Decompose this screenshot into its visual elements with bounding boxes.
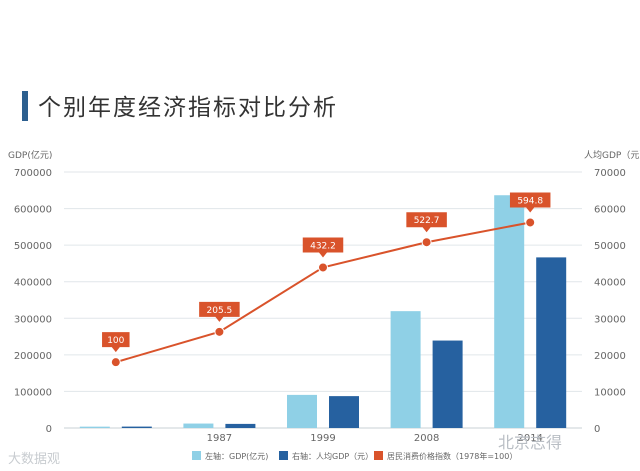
cpi-point	[214, 326, 225, 337]
bar-gdp	[390, 311, 421, 428]
cpi-data-label: 100	[107, 336, 124, 346]
left-axis-title: GDP(亿元)	[8, 149, 52, 161]
bar-gdp-per-capita	[329, 396, 359, 428]
bar-gdp-per-capita	[225, 423, 256, 428]
cpi-data-label: 594.8	[517, 196, 543, 206]
left-axis-tick-label: 400000	[14, 278, 52, 289]
cpi-point	[110, 357, 121, 368]
chart-title: 个别年度经济指标对比分析	[38, 95, 338, 121]
legend-label: 左轴：GDP(亿元)	[205, 451, 268, 461]
right-axis-tick-label: 40000	[594, 278, 626, 289]
cpi-data-label: 522.7	[414, 216, 440, 226]
legend-swatch	[374, 451, 383, 460]
bar-gdp	[287, 394, 317, 428]
left-axis-tick-label: 200000	[14, 351, 52, 362]
legend-swatch	[192, 451, 201, 460]
right-axis-tick-label: 50000	[594, 241, 626, 252]
cpi-data-label: 432.2	[310, 241, 336, 251]
cpi-label-badge	[302, 237, 344, 258]
legend-swatch	[279, 451, 288, 460]
cpi-label-badge	[509, 192, 551, 213]
bar-gdp	[79, 426, 110, 428]
left-axis-tick-label: 500000	[14, 241, 52, 252]
legend-label: 居民消费价格指数（1978年=100）	[387, 451, 517, 461]
right-axis-title: 人均GDP（元）	[584, 149, 640, 161]
cpi-point	[421, 237, 432, 248]
watermark-right: 北京志得	[498, 433, 563, 452]
right-axis-tick-label: 0	[594, 424, 600, 435]
left-axis-tick-label: 700000	[14, 168, 52, 179]
left-axis-tick-label: 100000	[14, 387, 52, 398]
bar-gdp-per-capita	[432, 340, 463, 428]
x-tick-label: 2014	[517, 433, 542, 444]
right-axis-tick-label: 70000	[594, 168, 626, 179]
x-tick-label: 1987	[207, 433, 232, 444]
right-axis-tick-label: 30000	[594, 314, 626, 325]
bar-gdp	[183, 423, 214, 428]
cpi-point	[318, 262, 328, 273]
right-axis-tick-label: 60000	[594, 205, 626, 216]
cpi-label-badge	[102, 332, 130, 353]
right-axis-tick-label: 10000	[594, 387, 626, 398]
legend-label: 右轴：人均GDP（元）	[292, 451, 373, 461]
x-tick-label: 2008	[414, 433, 439, 444]
left-axis-tick-label: 300000	[14, 314, 52, 325]
cpi-label-badge	[406, 212, 447, 233]
x-tick-label: 1999	[310, 433, 335, 444]
cpi-point	[525, 217, 536, 228]
title-accent-bar	[22, 91, 28, 121]
left-axis-tick-label: 0	[46, 424, 52, 435]
cpi-label-badge	[199, 301, 240, 322]
bar-gdp	[494, 195, 525, 428]
left-axis-tick-label: 600000	[14, 205, 52, 216]
bar-gdp-per-capita	[121, 426, 152, 428]
right-axis-tick-label: 20000	[594, 351, 626, 362]
watermark-left: 大数据观	[8, 452, 61, 467]
bar-gdp-per-capita	[536, 257, 567, 428]
cpi-data-label: 205.5	[207, 306, 233, 316]
